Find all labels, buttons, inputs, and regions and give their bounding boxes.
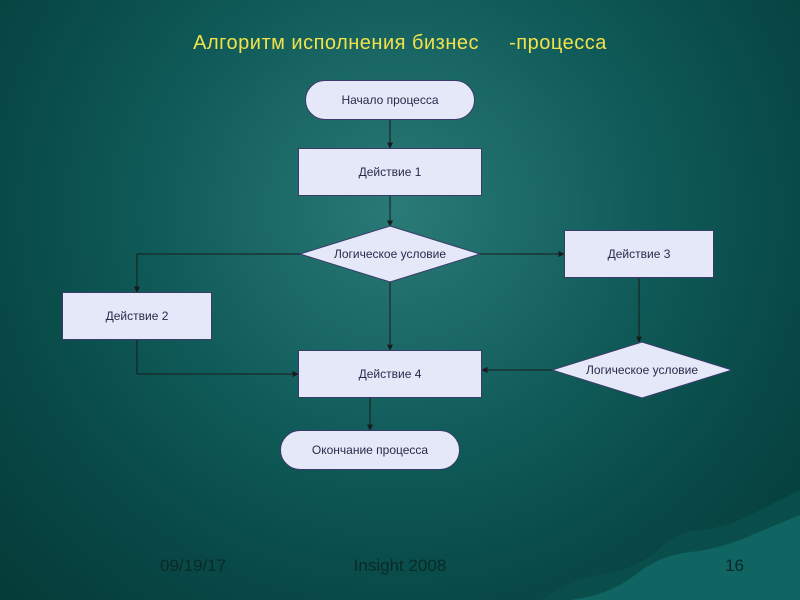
node-act2: Действие 2 bbox=[62, 292, 212, 340]
node-end: Окончание процесса bbox=[280, 430, 460, 470]
corner-decoration bbox=[540, 460, 800, 600]
node-label: Логическое условие bbox=[334, 247, 446, 261]
node-label: Действие 2 bbox=[106, 309, 169, 323]
node-label: Логическое условие bbox=[586, 363, 698, 377]
node-label: Действие 3 bbox=[608, 247, 671, 261]
title-part2: -процесса bbox=[509, 32, 607, 54]
node-cond1: Логическое условие bbox=[300, 226, 480, 282]
node-act1: Действие 1 bbox=[298, 148, 482, 196]
node-act3: Действие 3 bbox=[564, 230, 714, 278]
node-label: Окончание процесса bbox=[312, 443, 428, 457]
footer-center: Insight 2008 bbox=[0, 556, 800, 576]
node-label: Действие 1 bbox=[359, 165, 422, 179]
title-part1: Алгоритм исполнения бизнес bbox=[193, 32, 479, 54]
footer-page: 16 bbox=[725, 556, 744, 576]
node-act4: Действие 4 bbox=[298, 350, 482, 398]
node-start: Начало процесса bbox=[305, 80, 475, 120]
slide-title: Алгоритм исполнения бизнес -процесса bbox=[0, 32, 800, 55]
edge-act2-act4 bbox=[137, 340, 298, 374]
node-cond2: Логическое условие bbox=[552, 342, 732, 398]
node-label: Начало процесса bbox=[341, 93, 438, 107]
node-label: Действие 4 bbox=[359, 367, 422, 381]
edge-cond1-act2 bbox=[137, 254, 300, 292]
slide: Алгоритм исполнения бизнес -процесса Нач… bbox=[0, 0, 800, 600]
